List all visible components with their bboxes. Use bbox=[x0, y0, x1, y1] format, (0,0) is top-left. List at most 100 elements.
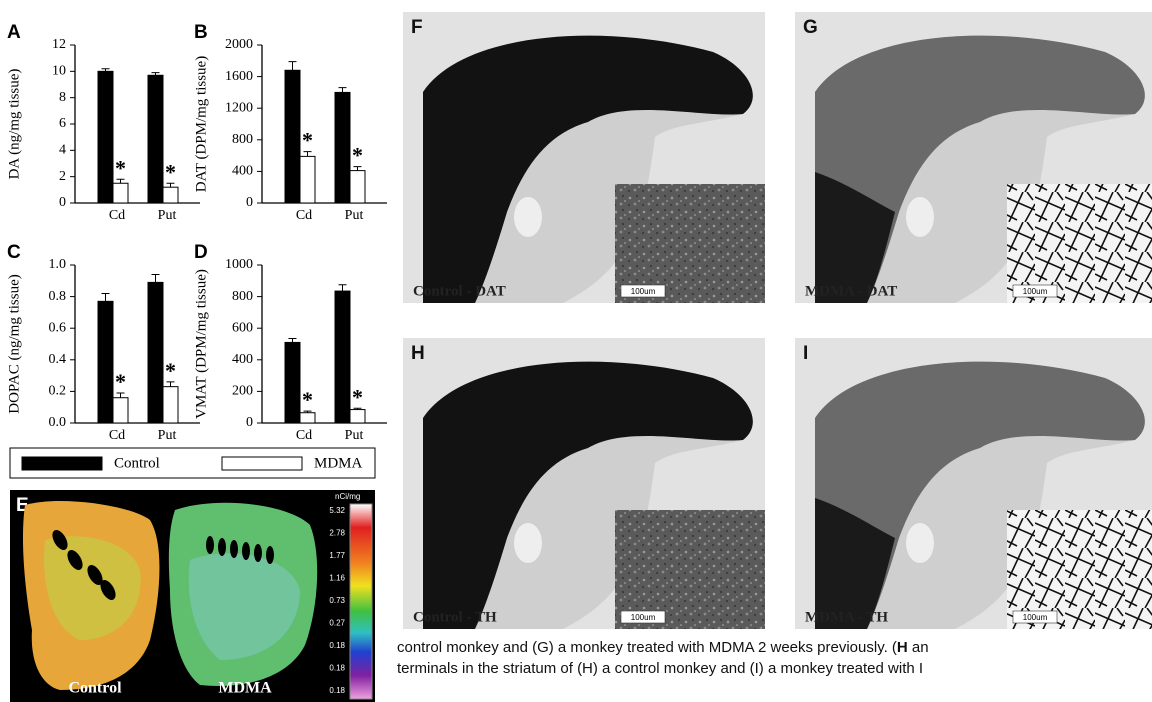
significance-mark: * bbox=[302, 387, 313, 412]
y-tick-label: 600 bbox=[232, 320, 253, 335]
section-label: Control bbox=[68, 680, 122, 697]
bar bbox=[350, 171, 365, 203]
ventricle bbox=[218, 538, 226, 556]
significance-mark: * bbox=[115, 155, 126, 180]
y-tick-label: 800 bbox=[232, 132, 253, 147]
error-bar bbox=[289, 338, 297, 342]
y-tick-label: 0.8 bbox=[49, 289, 67, 304]
caption-line: control monkey and (G) a monkey treated … bbox=[397, 639, 929, 656]
caption-text: control monkey and (G) a monkey treated … bbox=[397, 639, 897, 656]
x-tick-label: Put bbox=[345, 208, 364, 223]
commissure bbox=[906, 523, 934, 563]
ventricle bbox=[242, 542, 250, 560]
significance-mark: * bbox=[115, 369, 126, 394]
histology-panel: 100um F Control - DAT bbox=[403, 12, 765, 303]
color-scale-label: 0.18 bbox=[329, 686, 345, 695]
color-scale-label: 5.32 bbox=[329, 506, 345, 515]
scale-bar-label: 100um bbox=[631, 287, 656, 296]
error-bar bbox=[102, 293, 110, 301]
panel-label: Control - DAT bbox=[413, 283, 506, 299]
caption-text: an bbox=[908, 639, 929, 656]
bar bbox=[98, 71, 113, 203]
y-axis-label: DA (ng/mg tissue) bbox=[6, 69, 22, 180]
bar bbox=[335, 291, 350, 423]
y-tick-label: 0 bbox=[59, 195, 66, 210]
y-tick-label: 12 bbox=[52, 37, 66, 52]
histology-panel: 100umGMDMA - DAT bbox=[795, 12, 1152, 303]
significance-mark: * bbox=[302, 128, 313, 153]
commissure bbox=[514, 197, 542, 237]
legend-label: Control bbox=[114, 455, 160, 471]
y-tick-label: 0 bbox=[246, 195, 253, 210]
commissure bbox=[514, 523, 542, 563]
bar bbox=[163, 187, 178, 203]
panel-letter: A bbox=[7, 22, 21, 43]
section-label: MDMA bbox=[218, 680, 272, 697]
color-scale-label: 0.18 bbox=[329, 664, 345, 673]
y-tick-label: 2000 bbox=[225, 37, 253, 52]
bar bbox=[285, 342, 300, 423]
x-tick-label: Put bbox=[158, 428, 177, 443]
error-bar bbox=[289, 62, 297, 71]
significance-mark: * bbox=[352, 384, 363, 409]
color-scale-label: 1.77 bbox=[329, 551, 345, 560]
y-tick-label: 1000 bbox=[225, 257, 253, 272]
commissure bbox=[906, 197, 934, 237]
x-tick-label: Put bbox=[345, 428, 364, 443]
significance-mark: * bbox=[165, 358, 176, 383]
scale-bar-label: 100um bbox=[1023, 613, 1048, 622]
x-tick-label: Cd bbox=[109, 208, 125, 223]
y-axis-label: DAT (DPM/mg tissue) bbox=[193, 56, 209, 192]
y-tick-label: 0.6 bbox=[49, 320, 67, 335]
bar bbox=[113, 398, 128, 423]
y-tick-label: 1200 bbox=[225, 100, 253, 115]
bar bbox=[163, 387, 178, 423]
y-tick-label: 4 bbox=[59, 143, 66, 158]
panel-letter: F bbox=[411, 17, 423, 38]
color-scale-label: 0.73 bbox=[329, 596, 345, 605]
ventricle bbox=[254, 544, 262, 562]
y-tick-label: 0.0 bbox=[49, 415, 67, 430]
x-tick-label: Cd bbox=[296, 208, 312, 223]
color-scale-label: 1.16 bbox=[329, 574, 345, 583]
y-tick-label: 200 bbox=[232, 384, 253, 399]
bar bbox=[148, 282, 163, 423]
legend-label: MDMA bbox=[314, 455, 363, 471]
panel-letter: C bbox=[7, 242, 21, 263]
y-axis-label: VMAT (DPM/mg tissue) bbox=[193, 269, 209, 419]
bar bbox=[335, 92, 350, 203]
y-tick-label: 10 bbox=[52, 64, 66, 79]
x-tick-label: Put bbox=[158, 208, 177, 223]
caption-line: terminals in the striatum of (H) a contr… bbox=[397, 660, 923, 677]
bar bbox=[98, 301, 113, 423]
panel-letter: B bbox=[194, 22, 208, 43]
color-scale-title: nCi/mg bbox=[335, 492, 360, 501]
y-tick-label: 2 bbox=[59, 169, 66, 184]
significance-mark: * bbox=[352, 143, 363, 168]
caption: control monkey and (G) a monkey treated … bbox=[397, 639, 929, 677]
panel-letter: G bbox=[803, 17, 818, 38]
y-tick-label: 400 bbox=[232, 164, 253, 179]
y-tick-label: 0 bbox=[246, 415, 253, 430]
y-axis-label: DOPAC (ng/mg tissue) bbox=[6, 274, 22, 413]
significance-mark: * bbox=[165, 159, 176, 184]
caption-text: terminals in the striatum of (H) a contr… bbox=[397, 660, 923, 677]
error-bar bbox=[152, 274, 160, 282]
bar bbox=[300, 413, 315, 423]
error-bar bbox=[339, 88, 347, 93]
error-bar bbox=[339, 285, 347, 291]
panel-letter: D bbox=[194, 242, 208, 263]
y-tick-label: 6 bbox=[59, 116, 66, 131]
panel-label: MDMA - TH bbox=[805, 609, 888, 625]
color-scale-label: 0.18 bbox=[329, 641, 345, 650]
legend-swatch bbox=[22, 457, 102, 470]
scale-bar-label: 100um bbox=[1023, 287, 1048, 296]
y-tick-label: 800 bbox=[232, 289, 253, 304]
bar bbox=[350, 410, 365, 423]
y-tick-label: 400 bbox=[232, 352, 253, 367]
x-tick-label: Cd bbox=[109, 428, 125, 443]
histology-panel: 100umIMDMA - TH bbox=[795, 338, 1152, 629]
x-tick-label: Cd bbox=[296, 428, 312, 443]
figure: control monkey and (G) a monkey treated … bbox=[0, 0, 1152, 702]
